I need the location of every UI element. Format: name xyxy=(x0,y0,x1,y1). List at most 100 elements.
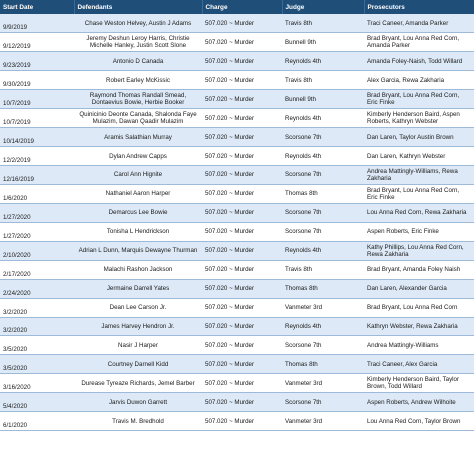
charge-cell: 507.020 ~ Murder xyxy=(202,392,282,413)
header-judge: Judge xyxy=(282,0,365,14)
start-date-cell: 3/16/2020 xyxy=(0,373,74,394)
charge-cell: 507.020 ~ Murder xyxy=(202,108,282,129)
judge-cell: Thomas 8th xyxy=(282,354,364,375)
prosecutors-cell: Amanda Foley-Naish, Todd Willard xyxy=(364,51,474,72)
table-row: 1/6/2020 Nathaniel Aaron Harper 507.020 ~ … xyxy=(0,184,474,204)
charge-cell: 507.020 ~ Murder xyxy=(202,411,282,432)
start-date-cell: 2/17/2020 xyxy=(0,260,74,280)
table-row: 3/5/2020 Courtney Darnell Kidd 507.020 ~ M… xyxy=(0,354,474,375)
judge-cell: Scorsone 7th xyxy=(282,165,364,185)
judge-cell: Bunnell 9th xyxy=(282,32,364,53)
judge-cell: Thomas 8th xyxy=(282,184,364,204)
header-row: Start Date Defendants Charge Judge Prose… xyxy=(0,0,474,14)
prosecutors-cell: Dan Laren, Alexander Garcia xyxy=(364,279,474,299)
table-row: 9/30/2019 Robert Earley McKissic 507.020 ~… xyxy=(0,70,474,91)
defendants-cell: Aramis Salathian Murray xyxy=(74,127,202,148)
table-body: 9/9/2019 Chase Weston Helvey, Austin J Ad… xyxy=(0,14,474,432)
prosecutors-cell: Brad Bryant, Lou Anna Red Corn xyxy=(364,298,474,318)
judge-cell: Travis 8th xyxy=(282,14,364,34)
table-row: 2/10/2020 Adrian L Dunn, Marquis Dewayne … xyxy=(0,241,474,261)
start-date-cell: 3/2/2020 xyxy=(0,317,74,337)
judge-cell: Vanmeter 3rd xyxy=(282,411,364,432)
charge-cell: 507.020 ~ Murder xyxy=(202,32,282,53)
header-prosecutors: Prosecutors xyxy=(364,0,474,14)
header-defendants: Defendants xyxy=(74,0,203,14)
judge-cell: Reynolds 4th xyxy=(282,51,364,72)
table-row: 3/16/2020 Durease Tyreaze Richards, Jemel… xyxy=(0,373,474,394)
judge-cell: Scorsone 7th xyxy=(282,335,364,356)
defendants-cell: Tonisha L Hendrickson xyxy=(74,222,202,242)
table-row: 10/7/2019 Raymond Thomas Randall Smead, D… xyxy=(0,89,474,110)
start-date-cell: 3/5/2020 xyxy=(0,335,74,356)
prosecutors-cell: Dan Laren, Taylor Austin Brown xyxy=(364,127,474,148)
defendants-cell: Durease Tyreaze Richards, Jemel Barber xyxy=(74,373,202,394)
table-row: 12/16/2019 Carol Ann Hignite 507.020 ~ Mur… xyxy=(0,165,474,185)
charge-cell: 507.020 ~ Murder xyxy=(202,373,282,394)
table-row: 9/9/2019 Chase Weston Helvey, Austin J Ad… xyxy=(0,14,474,34)
judge-cell: Reynolds 4th xyxy=(282,146,364,166)
start-date-cell: 2/24/2020 xyxy=(0,279,74,299)
table-row: 10/14/2019 Aramis Salathian Murray 507.020… xyxy=(0,127,474,148)
defendants-cell: Nathaniel Aaron Harper xyxy=(74,184,202,204)
start-date-cell: 9/9/2019 xyxy=(0,14,74,34)
charge-cell: 507.020 ~ Murder xyxy=(202,70,282,91)
start-date-cell: 12/16/2019 xyxy=(0,165,74,185)
charge-cell: 507.020 ~ Murder xyxy=(202,354,282,375)
start-date-cell: 9/23/2019 xyxy=(0,51,74,72)
defendants-cell: Malachi Rashon Jackson xyxy=(74,260,202,280)
start-date-cell: 2/10/2020 xyxy=(0,241,74,261)
defendants-cell: Travis M. Bredhold xyxy=(74,411,202,432)
prosecutors-cell: Traci Caneer, Alex Garcia xyxy=(364,354,474,375)
defendants-cell: Jeremy Deshun Leroy Harris, Christie Mic… xyxy=(74,32,202,53)
defendants-cell: Dylan Andrew Capps xyxy=(74,146,202,166)
start-date-cell: 9/12/2019 xyxy=(0,32,74,53)
judge-cell: Travis 8th xyxy=(282,70,364,91)
judge-cell: Scorsone 7th xyxy=(282,203,364,223)
prosecutors-cell: Traci Caneer, Amanda Parker xyxy=(364,14,474,34)
defendants-cell: Raymond Thomas Randall Smead, Dontaevius… xyxy=(74,89,202,110)
charge-cell: 507.020 ~ Murder xyxy=(202,279,282,299)
header-start-date: Start Date xyxy=(0,0,75,14)
table-row: 9/23/2019 Antonio D Canada 507.020 ~ Murde… xyxy=(0,51,474,72)
charge-cell: 507.020 ~ Murder xyxy=(202,127,282,148)
start-date-cell: 6/1/2020 xyxy=(0,411,74,432)
judge-cell: Reynolds 4th xyxy=(282,317,364,337)
start-date-cell: 9/30/2019 xyxy=(0,70,74,91)
start-date-cell: 1/27/2020 xyxy=(0,222,74,242)
prosecutors-cell: Brad Bryant, Amanda Foley Naish xyxy=(364,260,474,280)
defendants-cell: Robert Earley McKissic xyxy=(74,70,202,91)
start-date-cell: 10/7/2019 xyxy=(0,89,74,110)
judge-cell: Vanmeter 3rd xyxy=(282,298,364,318)
charge-cell: 507.020 ~ Murder xyxy=(202,89,282,110)
cases-table: Start Date Defendants Charge Judge Prose… xyxy=(0,0,474,432)
start-date-cell: 12/2/2019 xyxy=(0,146,74,166)
start-date-cell: 1/27/2020 xyxy=(0,203,74,223)
prosecutors-cell: Aspen Roberts, Eric Finke xyxy=(364,222,474,242)
defendants-cell: Quinicinio Deonte Canada, Shalonda Faye … xyxy=(74,108,202,129)
start-date-cell: 10/7/2019 xyxy=(0,108,74,129)
charge-cell: 507.020 ~ Murder xyxy=(202,14,282,34)
prosecutors-cell: Dan Laren, Kathryn Webster xyxy=(364,146,474,166)
table-row: 1/27/2020 Tonisha L Hendrickson 507.020 ~ … xyxy=(0,222,474,242)
table-row: 3/2/2020 James Harvey Hendron Jr. 507.020 … xyxy=(0,317,474,337)
charge-cell: 507.020 ~ Murder xyxy=(202,146,282,166)
charge-cell: 507.020 ~ Murder xyxy=(202,222,282,242)
start-date-cell: 5/4/2020 xyxy=(0,392,74,413)
prosecutors-cell: Alex Garcia, Rewa Zakharia xyxy=(364,70,474,91)
defendants-cell: Carol Ann Hignite xyxy=(74,165,202,185)
defendants-cell: Jarvis Duwon Garrett xyxy=(74,392,202,413)
judge-cell: Vanmeter 3rd xyxy=(282,373,364,394)
defendants-cell: Nasir J Harper xyxy=(74,335,202,356)
defendants-cell: Demarcus Lee Bowie xyxy=(74,203,202,223)
prosecutors-cell: Kimberly Henderson Baird, Taylor Brown, … xyxy=(364,373,474,394)
judge-cell: Reynolds 4th xyxy=(282,241,364,261)
table-row: 3/2/2020 Dean Lee Carson Jr. 507.020 ~ Mur… xyxy=(0,298,474,318)
table-row: 10/7/2019 Quinicinio Deonte Canada, Shalo… xyxy=(0,108,474,129)
defendants-cell: Dean Lee Carson Jr. xyxy=(74,298,202,318)
charge-cell: 507.020 ~ Murder xyxy=(202,335,282,356)
judge-cell: Travis 8th xyxy=(282,260,364,280)
prosecutors-cell: Andrea Mattingly-Williams xyxy=(364,335,474,356)
prosecutors-cell: Brad Bryant, Lou Anna Red Corn, Amanda P… xyxy=(364,32,474,53)
start-date-cell: 3/2/2020 xyxy=(0,298,74,318)
charge-cell: 507.020 ~ Murder xyxy=(202,298,282,318)
